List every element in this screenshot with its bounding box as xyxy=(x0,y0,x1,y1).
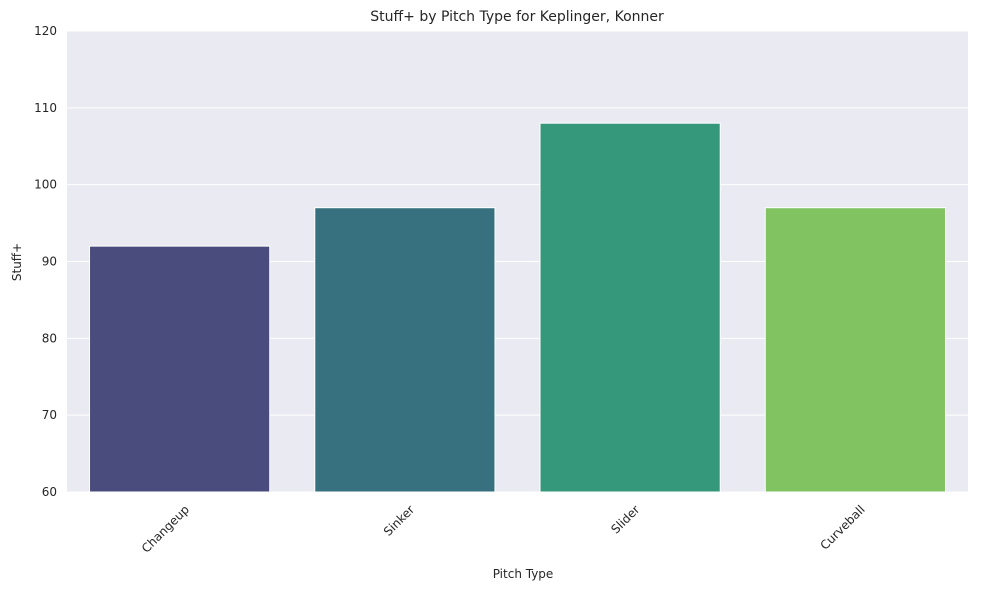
x-tick-labels: Changeup Sinker Slider Curveball xyxy=(139,502,868,555)
x-tick-label-changeup: Changeup xyxy=(139,502,192,555)
x-tick-label-slider: Slider xyxy=(608,502,642,536)
y-tick-label: 90 xyxy=(42,255,57,269)
bar-changeup xyxy=(89,245,271,493)
y-tick-label: 100 xyxy=(34,178,57,192)
y-tick-label: 80 xyxy=(42,331,57,345)
x-tick-label-sinker: Sinker xyxy=(381,502,417,538)
x-axis-label: Pitch Type xyxy=(493,567,554,581)
bar-curveball xyxy=(764,207,946,493)
y-tick-label: 70 xyxy=(42,408,57,422)
bars xyxy=(89,122,946,493)
y-tick-label: 60 xyxy=(42,485,57,499)
y-tick-label: 120 xyxy=(34,24,57,38)
y-tick-labels: 60 70 80 90 100 110 120 xyxy=(34,24,57,499)
bar-sinker xyxy=(314,207,496,493)
y-tick-label: 110 xyxy=(34,101,57,115)
chart-title: Stuff+ by Pitch Type for Keplinger, Konn… xyxy=(370,9,664,25)
y-axis-label: Stuff+ xyxy=(10,243,24,281)
x-tick-label-curveball: Curveball xyxy=(817,502,867,552)
bar-slider xyxy=(539,122,721,493)
